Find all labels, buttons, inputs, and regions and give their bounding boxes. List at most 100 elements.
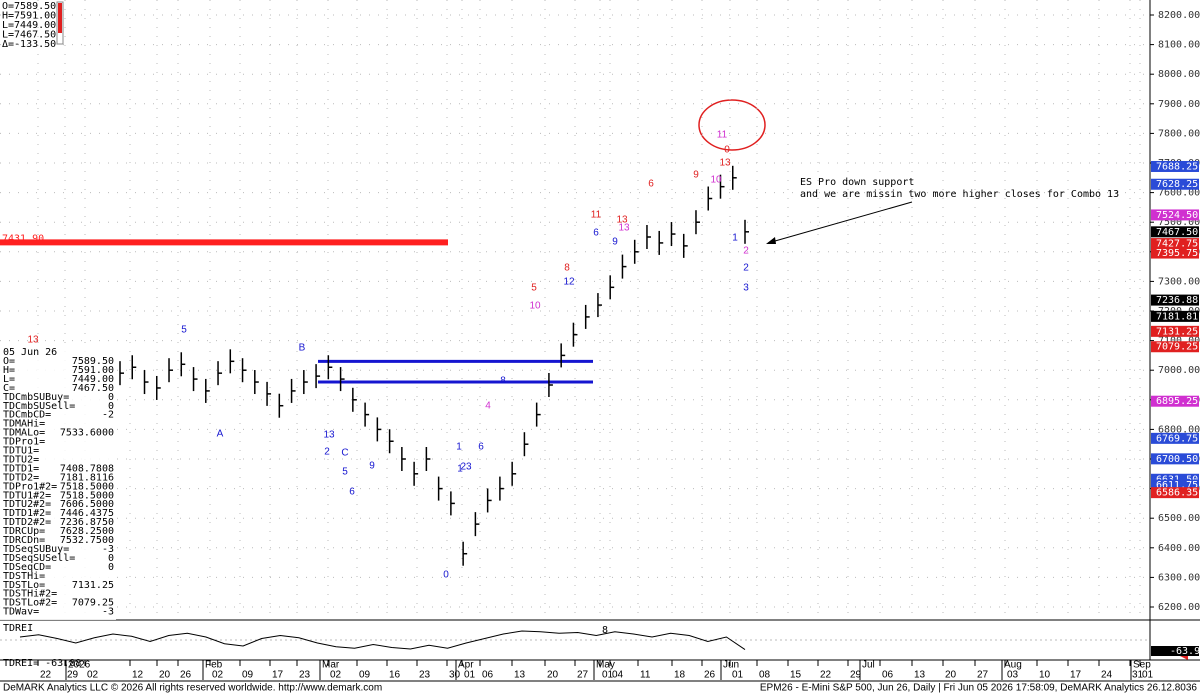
price-bar [254, 370, 259, 395]
td-count: C [341, 448, 348, 459]
data-window-key: TDMALo= [3, 428, 45, 439]
price-bar [376, 417, 382, 442]
x-tick-label: 20 [547, 670, 559, 681]
data-window-key: TDCmbSUBuy= [3, 392, 69, 403]
td-count: 6 [349, 487, 355, 498]
price-tag [1151, 247, 1199, 259]
indicator-value: TDREI= -63.88 [3, 658, 81, 669]
td-count: 2 [743, 263, 749, 274]
x-tick-label: 09 [242, 670, 254, 681]
y-tick-label: 7100.00 [1158, 336, 1200, 347]
price-tag-label: 7688.25 [1156, 161, 1198, 172]
x-tick-label: 22 [820, 670, 832, 681]
price-tag-label: 7524.50 [1156, 210, 1198, 221]
price-tag-label: 7467.50 [1156, 227, 1198, 238]
data-window-key: C= [3, 383, 15, 394]
price-tag [1151, 341, 1199, 353]
price-bar [609, 275, 615, 300]
price-tag-label: 6611.75 [1156, 480, 1198, 491]
data-window-key: TDSTLo#2= [3, 598, 57, 609]
data-window-value: 7467.50 [72, 383, 114, 394]
month-label: Sep [1133, 660, 1151, 671]
data-window-key: TDSeqSUBuy= [3, 544, 69, 555]
footer-right: EPM26 - E-Mini S&P 500, Jun 26, Daily | … [760, 683, 1198, 694]
x-tick-label: 22 [40, 670, 52, 681]
price-tag-label: 6586.35 [1156, 488, 1198, 499]
td-count: B [299, 343, 306, 354]
price-bar [584, 304, 590, 329]
data-window-value: 7518.5000 [60, 481, 114, 492]
data-window-value: 0 [108, 553, 114, 564]
price-bar [119, 361, 124, 386]
price-bar [633, 239, 639, 264]
data-window-key: L= [3, 374, 15, 385]
price-bar [572, 322, 578, 347]
price-bar [597, 293, 602, 318]
data-window-key: TDSeqSUSell= [3, 553, 75, 564]
data-window-key: TDTU1= [3, 446, 39, 457]
td-count: 13 [719, 158, 731, 169]
data-window-value: 7628.2500 [60, 526, 114, 537]
price-tag [1151, 473, 1199, 485]
price-tag [1151, 226, 1199, 238]
price-bar [670, 222, 676, 247]
price-tag [1151, 209, 1199, 221]
data-window-key: TDSTHi#2= [3, 589, 57, 600]
td-count: 0 [724, 145, 730, 156]
x-tick-label: 29 [67, 670, 79, 681]
highlight-circle [698, 99, 766, 151]
data-window-value: 7532.7500 [60, 535, 114, 546]
y-tick-label: 7500.00 [1158, 217, 1200, 228]
td-count: 13 [616, 215, 628, 226]
data-window-key: TDTU2#2= [3, 499, 51, 510]
price-bar [658, 230, 664, 255]
x-tick-label: 04 [612, 670, 624, 681]
x-tick-label: 23 [419, 670, 431, 681]
td-count: 12 [563, 277, 575, 288]
price-bar [731, 165, 737, 190]
td-count: 11 [591, 210, 602, 221]
data-window-value: 7591.00 [72, 365, 114, 376]
x-tick-label: 06 [482, 670, 494, 681]
price-tag-label: 7427.75 [1156, 239, 1198, 250]
price-bar [682, 233, 688, 258]
x-tick-label: 23 [299, 670, 311, 681]
price-bar [511, 461, 517, 486]
price-bar [474, 512, 480, 537]
price-tag-label: 6700.50 [1156, 454, 1198, 465]
month-label: Jul [862, 660, 875, 671]
month-label: Mar [322, 660, 340, 671]
x-tick-label: 09 [359, 670, 371, 681]
td-count: 13 [27, 335, 39, 346]
td-count: 5 [531, 283, 537, 294]
data-window-value: 0 [108, 562, 114, 573]
y-tick-label: 7300.00 [1158, 276, 1200, 287]
data-window-value: -2 [102, 410, 114, 421]
month-label: May [596, 660, 615, 671]
price-tag [1151, 178, 1199, 190]
data-window-value: 0 [108, 401, 114, 412]
td-count: 13 [618, 223, 630, 234]
x-tick-label: 13 [914, 670, 926, 681]
data-window-value: 7606.5000 [60, 499, 114, 510]
td-count: A [217, 429, 224, 440]
data-window-key: TDTU2= [3, 454, 39, 465]
y-tick-label: 7600.00 [1158, 188, 1200, 199]
data-window-key: TDRCUp= [3, 526, 45, 537]
x-tick-label: 30 [449, 670, 461, 681]
price-tag-label: 7395.75 [1156, 248, 1198, 259]
indicator-marker: 8 [602, 625, 608, 636]
price-tag [1151, 453, 1199, 465]
data-window-key: TDTD2= [3, 472, 39, 483]
x-tick-label: 24 [1101, 670, 1113, 681]
x-tick-label: 20 [159, 670, 171, 681]
data-window-key: TDWav= [3, 607, 39, 618]
price-bar [131, 355, 137, 380]
y-tick-label: 6500.00 [1158, 513, 1200, 524]
x-tick-label: 13 [514, 670, 526, 681]
y-tick-label: 8100.00 [1158, 40, 1200, 51]
data-window-key: TDTD1#2= [3, 508, 51, 519]
data-window-key: O= [3, 356, 15, 367]
